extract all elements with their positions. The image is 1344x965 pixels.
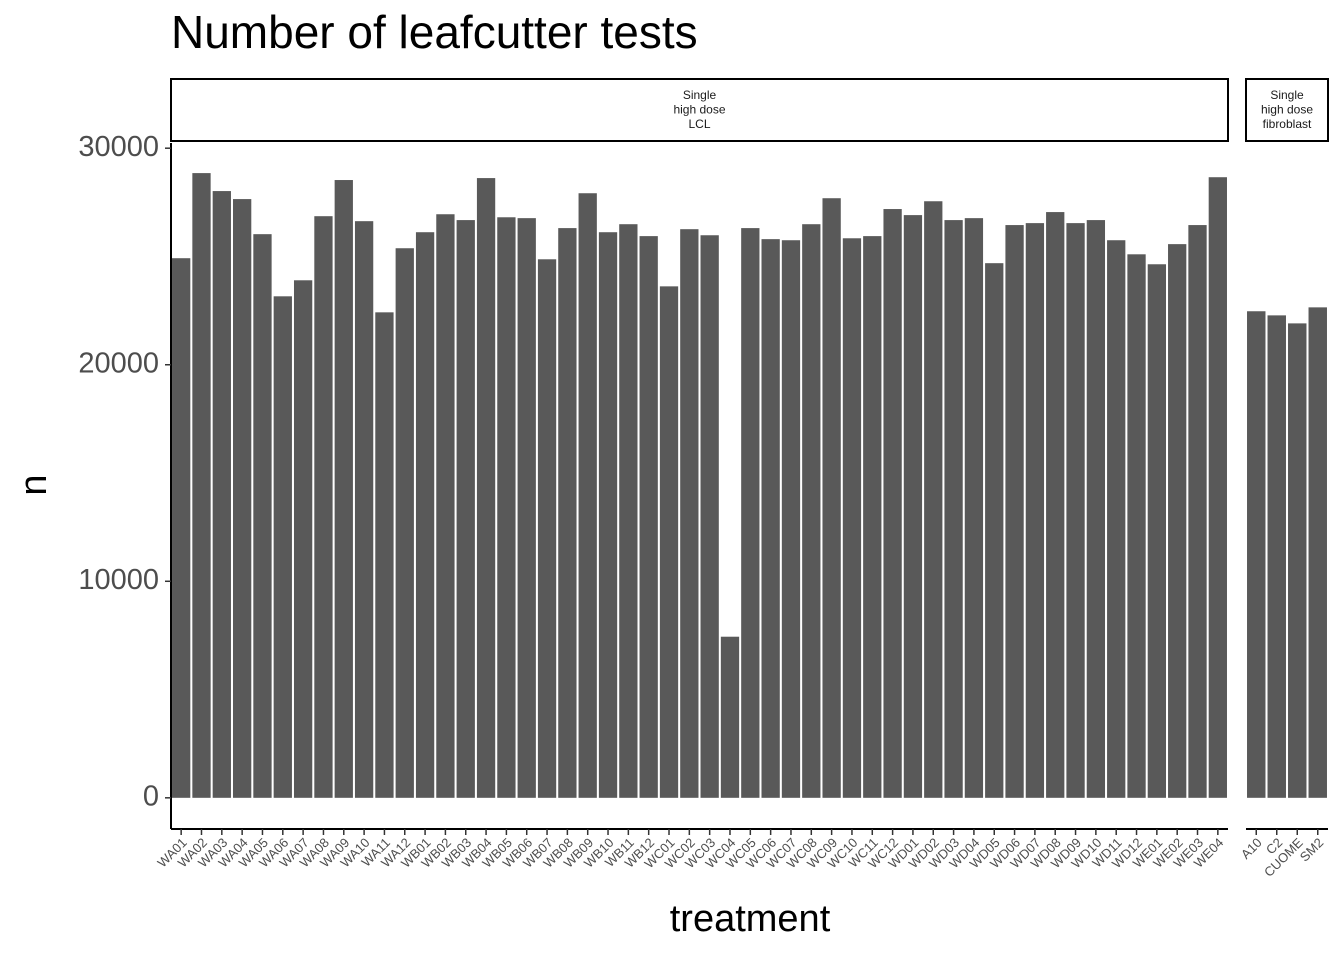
y-tick-label: 0 [143, 780, 159, 812]
bar [680, 229, 699, 798]
strip-label: high dose [673, 103, 725, 117]
bar [497, 217, 516, 798]
bar [1147, 264, 1167, 798]
strip-label: Single [683, 88, 717, 102]
bar [395, 248, 414, 798]
bar [1188, 225, 1207, 798]
bar [476, 178, 496, 798]
y-axis-label: n [13, 474, 55, 495]
y-tick-label: 20000 [78, 347, 159, 379]
bar [436, 214, 455, 798]
bar [720, 636, 740, 798]
bar [232, 199, 252, 798]
bar [1288, 323, 1307, 798]
bar [354, 221, 374, 798]
bar [1005, 225, 1024, 798]
bar [1267, 315, 1286, 798]
bar [517, 218, 536, 798]
strip-label: LCL [688, 117, 710, 131]
bar [253, 234, 272, 798]
bar [964, 218, 984, 798]
bar [761, 239, 780, 798]
bar [1046, 212, 1065, 798]
bar [456, 220, 475, 798]
bar [558, 228, 577, 798]
bar [192, 173, 211, 798]
strip [170, 78, 1229, 142]
y-tick-label: 10000 [78, 564, 159, 596]
bar [883, 209, 902, 798]
strip [1245, 78, 1329, 142]
bar [578, 193, 597, 798]
bar [924, 201, 943, 798]
strip-label: Single [1270, 88, 1304, 102]
bar [375, 312, 394, 798]
bar [985, 263, 1004, 798]
bar [863, 236, 882, 798]
bar [1066, 223, 1085, 798]
bar [842, 238, 862, 798]
bar [659, 286, 679, 798]
bar [619, 224, 638, 798]
bar [1025, 223, 1045, 798]
bar [293, 280, 313, 798]
x-axis-label: treatment [670, 898, 831, 940]
x-tick-label: A10 [1238, 835, 1265, 862]
bar [212, 191, 231, 798]
bar [903, 215, 923, 798]
bar [1308, 307, 1327, 798]
strip-label: fibroblast [1263, 117, 1312, 131]
bar [273, 296, 292, 798]
bar [781, 240, 801, 798]
chart-title: Number of leafcutter tests [171, 6, 698, 58]
bar [415, 232, 435, 798]
bar [1247, 311, 1266, 798]
strip-label: high dose [1261, 103, 1313, 117]
bar [1127, 254, 1146, 798]
bar [639, 236, 658, 798]
bar [1107, 240, 1126, 798]
bar [334, 180, 353, 798]
x-tick-label: SM2 [1297, 835, 1327, 865]
bar [172, 258, 191, 798]
bar [1086, 220, 1106, 798]
bar [802, 224, 821, 798]
bar [598, 232, 618, 798]
bar [1208, 177, 1227, 798]
bar [700, 235, 719, 798]
y-tick-label: 30000 [78, 131, 159, 163]
bar [537, 259, 557, 798]
bar [944, 220, 963, 798]
bar [822, 198, 841, 798]
bar [314, 216, 333, 798]
bar [741, 228, 760, 798]
bar [1168, 244, 1187, 798]
